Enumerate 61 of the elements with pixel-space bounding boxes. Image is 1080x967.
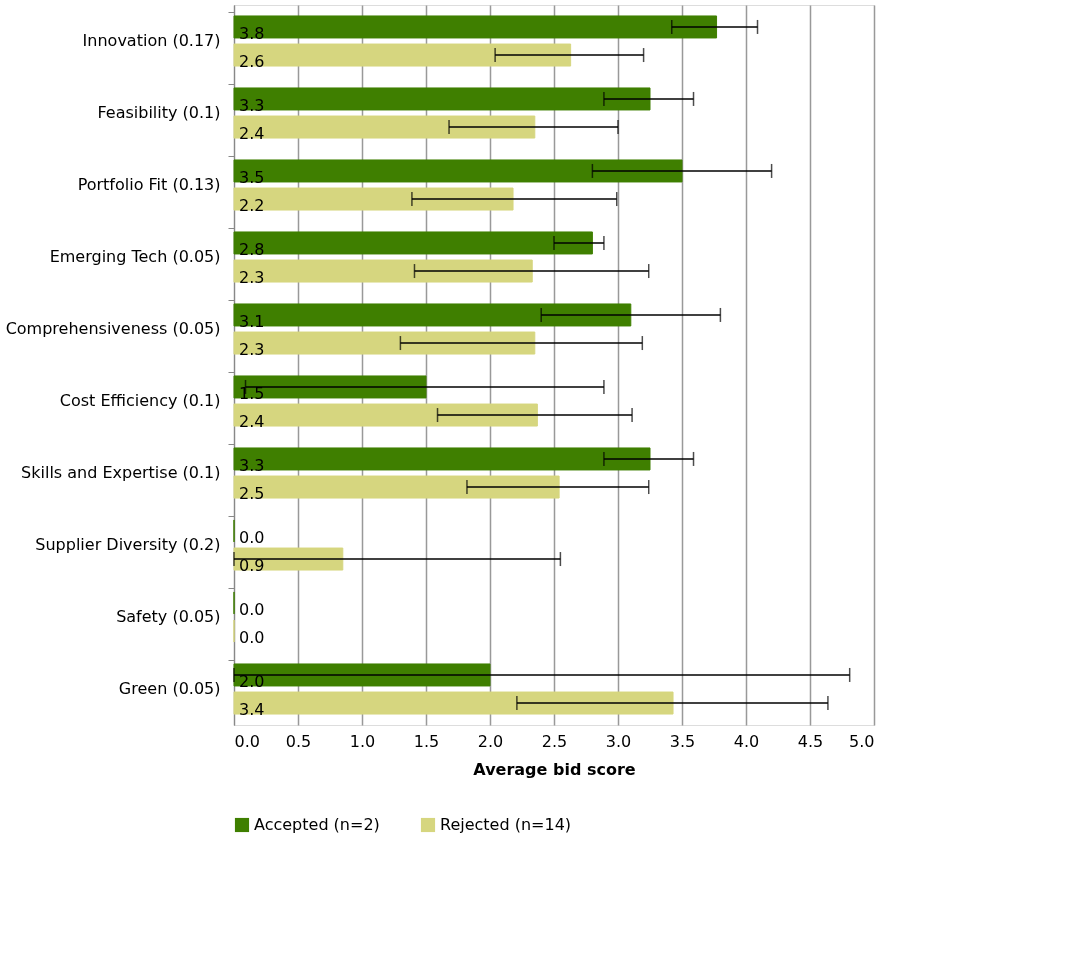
bar xyxy=(233,303,632,327)
data-label: 2.4 xyxy=(239,124,265,144)
data-label: 0.9 xyxy=(239,556,265,576)
data-label: 3.5 xyxy=(239,167,265,187)
y-tick-label: Feasibility (0.1) xyxy=(97,103,221,122)
x-axis-title: Average bid score xyxy=(473,759,636,779)
data-label: 2.5 xyxy=(239,484,265,504)
x-tick-label: 1.5 xyxy=(413,731,440,751)
data-label: 3.3 xyxy=(239,95,265,115)
y-tick-label: Portfolio Fit (0.13) xyxy=(77,175,221,194)
data-label: 2.2 xyxy=(239,196,265,216)
bar xyxy=(233,231,593,255)
x-tick-label: 2.0 xyxy=(477,731,504,751)
y-tick-label: Comprehensiveness (0.05) xyxy=(5,319,221,338)
x-tick-label: 4.0 xyxy=(733,731,760,751)
data-label: 2.4 xyxy=(239,412,265,432)
x-tick-label: 3.5 xyxy=(669,731,696,751)
bar xyxy=(233,331,536,355)
data-label: 2.8 xyxy=(239,239,265,259)
y-tick-label: Supplier Diversity (0.2) xyxy=(35,535,221,554)
y-tick-label: Green (0.05) xyxy=(118,679,221,698)
data-label: 3.8 xyxy=(239,23,265,43)
data-label: 1.5 xyxy=(239,383,265,403)
x-tick-label: 5.0 xyxy=(849,731,875,751)
bar xyxy=(233,447,651,471)
data-label: 3.4 xyxy=(239,700,265,720)
data-label: 2.6 xyxy=(239,52,265,72)
data-label: 3.1 xyxy=(239,311,265,331)
bar xyxy=(233,259,533,283)
bar xyxy=(233,475,560,499)
bar xyxy=(233,15,718,39)
data-label: 0.0 xyxy=(239,527,265,547)
data-label: 2.3 xyxy=(239,340,265,360)
bar xyxy=(233,87,651,111)
bar xyxy=(233,159,683,183)
x-tick-label: 4.5 xyxy=(797,731,824,751)
data-label: 0.0 xyxy=(239,599,265,619)
y-tick-label: Innovation (0.17) xyxy=(82,31,221,50)
y-tick-label: Skills and Expertise (0.1) xyxy=(21,463,221,482)
bar xyxy=(233,691,674,715)
bar xyxy=(233,375,427,399)
bar xyxy=(233,187,514,211)
x-tick-label: 2.5 xyxy=(541,731,568,751)
x-tick-label: 1.0 xyxy=(349,731,376,751)
data-label: 2.0 xyxy=(239,671,265,691)
bar xyxy=(233,403,538,427)
y-tick-label: Cost Efficiency (0.1) xyxy=(59,391,221,410)
x-tick-label: 0.0 xyxy=(234,731,260,751)
data-label: 2.3 xyxy=(239,268,265,288)
y-tick-label: Emerging Tech (0.05) xyxy=(49,247,221,266)
bar xyxy=(233,547,344,571)
data-label: 3.3 xyxy=(239,455,265,475)
legend-label: Rejected (n=14) xyxy=(440,815,572,834)
x-tick-label: 3.0 xyxy=(605,731,632,751)
data-label: 0.0 xyxy=(239,628,265,648)
y-tick-label: Safety (0.05) xyxy=(116,607,221,626)
bar xyxy=(233,43,572,67)
bar xyxy=(233,663,491,687)
legend-label: Accepted (n=2) xyxy=(254,815,380,834)
x-tick-label: 0.5 xyxy=(285,731,312,751)
bar xyxy=(233,115,536,139)
